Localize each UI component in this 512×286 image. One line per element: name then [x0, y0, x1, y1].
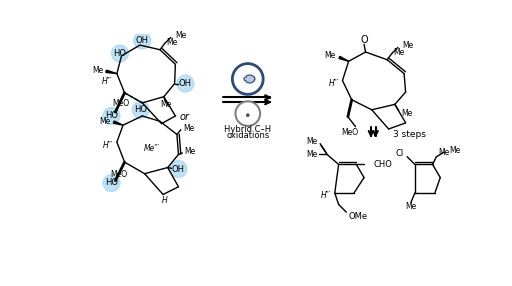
Text: H″′: H″′ [321, 191, 331, 200]
Circle shape [232, 63, 263, 94]
Text: Hybrid C–H: Hybrid C–H [224, 125, 271, 134]
Text: Me″′: Me″′ [144, 144, 160, 153]
Text: Me: Me [406, 202, 417, 211]
Text: OMe: OMe [349, 212, 368, 221]
Text: OH: OH [179, 79, 192, 88]
Text: Me: Me [306, 137, 317, 146]
Text: HO: HO [114, 49, 126, 58]
Text: HO: HO [105, 178, 118, 187]
Text: H″′: H″′ [102, 77, 112, 86]
Text: Me: Me [92, 66, 103, 75]
Polygon shape [106, 70, 117, 74]
Circle shape [103, 174, 120, 191]
Text: H″′: H″′ [102, 142, 113, 150]
Text: Me: Me [402, 41, 414, 50]
Text: Me: Me [99, 117, 111, 126]
Text: CHO: CHO [373, 160, 392, 169]
Text: H″′: H″′ [329, 79, 339, 88]
Circle shape [247, 114, 249, 116]
Polygon shape [244, 75, 255, 83]
Text: OH: OH [136, 36, 149, 45]
Text: Me: Me [166, 37, 177, 47]
Polygon shape [339, 56, 349, 61]
Text: Me: Me [176, 31, 187, 40]
Text: MeO: MeO [112, 99, 130, 108]
Text: Me: Me [450, 146, 461, 155]
Circle shape [134, 32, 151, 49]
Polygon shape [114, 121, 123, 125]
Text: Cl: Cl [396, 149, 404, 158]
Circle shape [177, 75, 194, 92]
Text: HO: HO [134, 105, 147, 114]
Circle shape [103, 108, 120, 124]
Text: HO: HO [105, 112, 118, 120]
Text: MeO: MeO [341, 128, 358, 137]
Text: Me: Me [393, 47, 404, 57]
Text: OH: OH [172, 164, 185, 174]
Text: oxidations: oxidations [226, 131, 269, 140]
Text: Me: Me [306, 150, 317, 159]
Text: Me: Me [185, 147, 196, 156]
Text: H: H [162, 196, 167, 205]
Circle shape [132, 101, 149, 118]
Text: Me: Me [324, 51, 335, 60]
Text: O: O [360, 35, 368, 45]
Text: 3 steps: 3 steps [393, 130, 425, 139]
Text: Me: Me [438, 148, 449, 157]
Text: or: or [180, 112, 189, 122]
Text: Me: Me [183, 124, 195, 133]
Circle shape [170, 161, 187, 178]
Circle shape [236, 101, 260, 126]
Text: MeO: MeO [110, 170, 127, 179]
Text: Me: Me [161, 100, 172, 109]
Circle shape [112, 45, 129, 62]
Text: Me: Me [401, 109, 412, 118]
